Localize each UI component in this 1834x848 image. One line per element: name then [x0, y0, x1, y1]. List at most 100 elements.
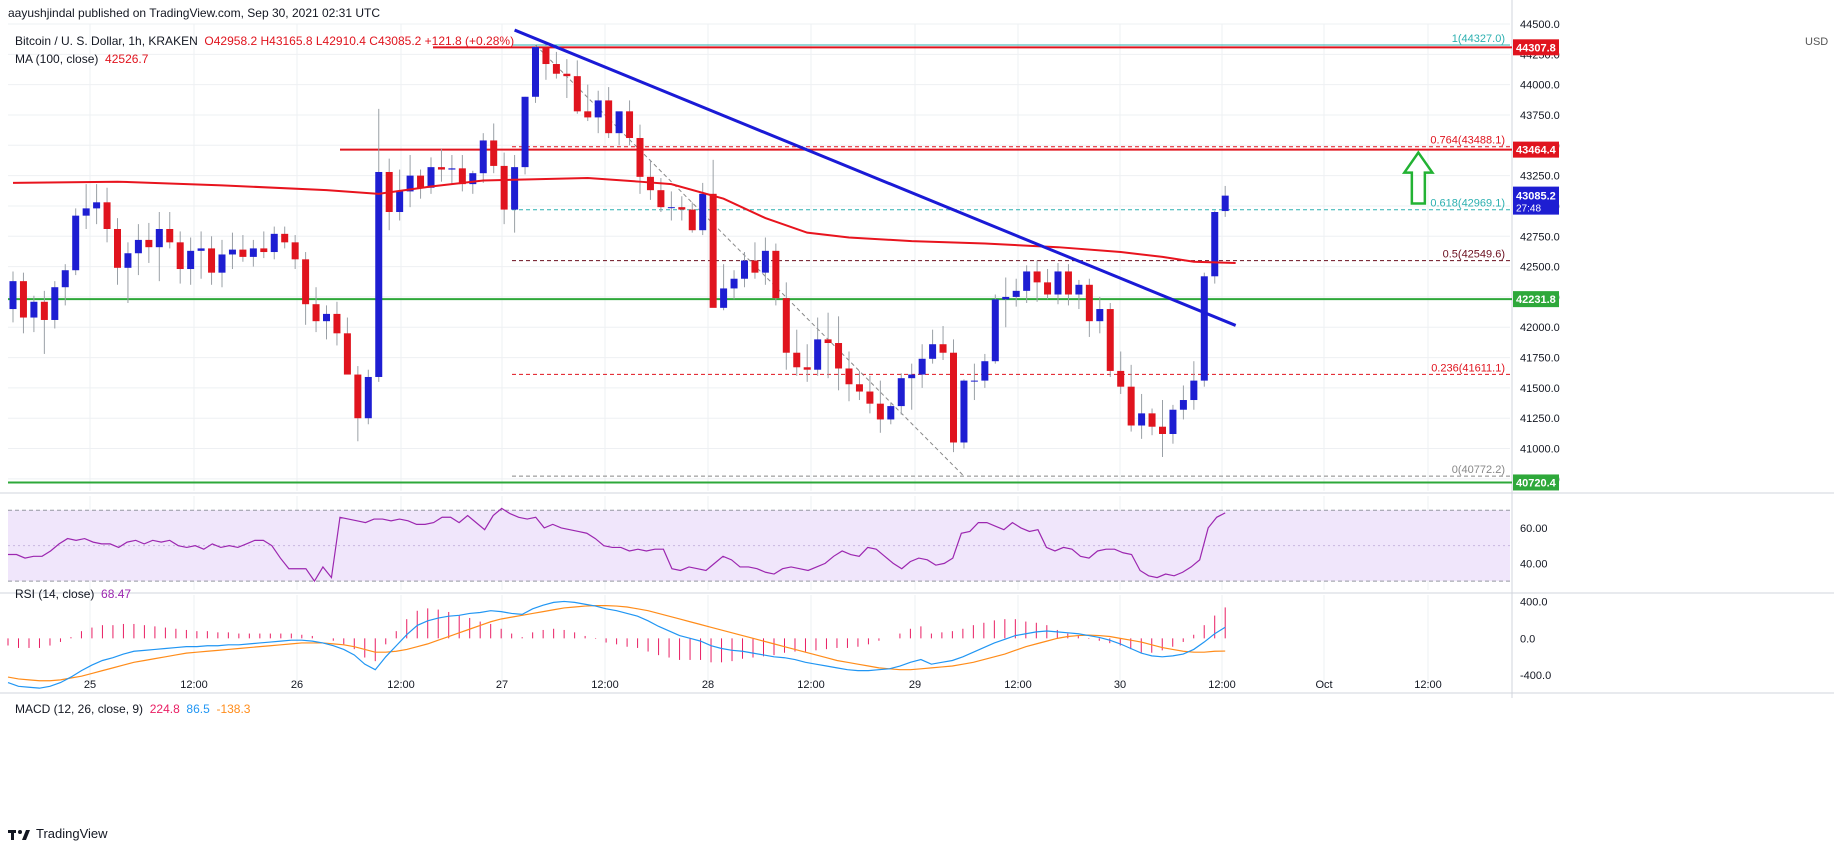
candle-body	[82, 208, 90, 216]
candle	[51, 281, 59, 329]
candle-body	[197, 248, 205, 251]
candle-body	[354, 374, 362, 419]
candle	[981, 353, 989, 388]
ma-label: MA (100, close)	[15, 52, 99, 66]
fib-level-label: 0(40772.2)	[1452, 464, 1505, 476]
candle-body	[1064, 271, 1072, 295]
rsi-title: RSI (14, close)	[15, 587, 95, 601]
candle	[458, 155, 466, 192]
candle-body	[1106, 309, 1114, 371]
candle-body	[521, 96, 529, 168]
candle-body	[1159, 426, 1166, 434]
candle-body	[552, 64, 560, 74]
candle-body	[1033, 271, 1041, 283]
candle-body	[1044, 282, 1052, 295]
candle-body	[448, 168, 456, 170]
price-tick-label: 42500.0	[1520, 262, 1560, 274]
candle	[1085, 278, 1093, 337]
candle-body	[1096, 309, 1104, 322]
candle	[855, 370, 863, 401]
publisher-line: aayushjindal published on TradingView.co…	[8, 6, 381, 20]
candle-body	[1002, 296, 1010, 300]
candle-body	[1012, 290, 1020, 297]
candle-body	[897, 378, 905, 407]
fib-level-label: 0.5(42549.6)	[1443, 249, 1505, 261]
level-tag	[1513, 141, 1559, 158]
candle-body	[699, 193, 707, 231]
candle	[208, 236, 216, 285]
time-tick-label: 12:00	[387, 679, 415, 691]
candle	[9, 271, 17, 323]
candle	[187, 237, 195, 285]
candle-body	[375, 171, 383, 377]
candle	[260, 231, 268, 259]
candle-body	[605, 100, 613, 134]
candle	[1106, 302, 1114, 377]
rsi-tick-label: 60.00	[1520, 523, 1548, 535]
candle	[427, 157, 435, 194]
candle-body	[667, 207, 675, 209]
candle	[1127, 364, 1135, 432]
candle-body	[511, 167, 519, 210]
candle-body	[720, 288, 728, 308]
candle	[918, 344, 926, 388]
candle-body	[249, 248, 257, 257]
candle-body	[761, 250, 769, 273]
price-tick-label: 43750.0	[1520, 110, 1560, 122]
candle	[678, 196, 686, 221]
candle	[1044, 269, 1052, 300]
candle	[1117, 351, 1125, 394]
candle-body	[145, 239, 153, 248]
candle-body	[364, 376, 372, 419]
candle-body	[626, 111, 634, 139]
bar-countdown-label: 27:48	[1516, 204, 1541, 215]
candle	[667, 191, 675, 221]
macd-histogram	[7, 607, 1226, 663]
time-tick-label: 28	[702, 679, 714, 691]
ma-100-line	[12, 177, 1236, 264]
candle	[991, 294, 999, 364]
candle	[761, 237, 769, 285]
candle-body	[458, 168, 466, 185]
candle	[626, 100, 634, 146]
candle-body	[563, 73, 571, 77]
candle-body	[709, 193, 717, 308]
candle-body	[166, 228, 174, 243]
candle	[155, 212, 163, 282]
candle	[375, 108, 383, 382]
candle-body	[981, 361, 989, 381]
up-arrow-icon	[1401, 150, 1435, 205]
candle-body	[542, 47, 550, 65]
candle-body	[61, 270, 69, 288]
candle	[1012, 278, 1020, 307]
candle	[323, 305, 330, 340]
candle-body	[260, 248, 268, 253]
ohlc-open: O42958.2	[204, 34, 258, 48]
candle	[82, 184, 90, 229]
candle	[824, 312, 832, 379]
price-tick-label: 41000.0	[1520, 444, 1560, 456]
macd-tick-label: 0.0	[1520, 633, 1535, 645]
candle-body	[176, 242, 184, 270]
price-tick-label: 44500.0	[1520, 19, 1560, 31]
candle	[1096, 296, 1104, 334]
candle	[814, 317, 822, 376]
candle-body	[134, 239, 142, 254]
last-price-label: 43085.2	[1516, 191, 1556, 203]
candle	[124, 242, 132, 303]
candle-body	[793, 352, 801, 368]
candle	[845, 351, 853, 402]
candle	[803, 344, 811, 382]
candle-body	[918, 358, 926, 375]
candle	[1148, 408, 1156, 436]
ma-legend: MA (100, close) 42526.7	[15, 52, 148, 66]
candle-body	[51, 287, 59, 320]
candle	[103, 187, 111, 243]
candle	[866, 375, 874, 414]
candle	[615, 111, 623, 146]
candle	[552, 51, 560, 79]
candle	[281, 226, 289, 249]
candle-body	[93, 202, 101, 209]
candles	[9, 43, 1229, 458]
